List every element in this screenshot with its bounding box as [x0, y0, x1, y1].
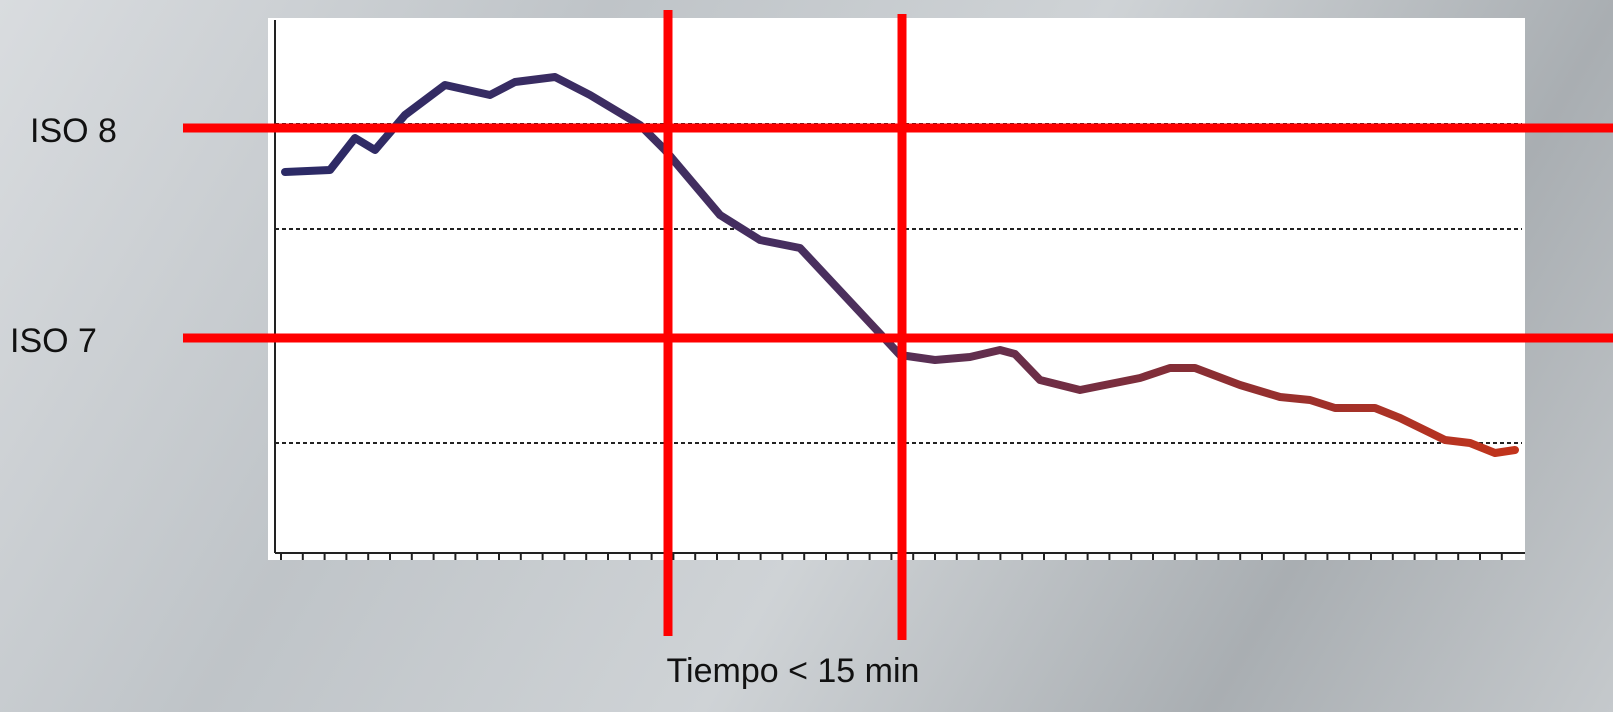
page: ISO 8 ISO 7 Tiempo < 15 min (() => { con… — [0, 0, 1613, 712]
chart-panel — [268, 18, 1525, 560]
iso-8-label: ISO 8 — [30, 112, 117, 151]
iso-7-label: ISO 7 — [10, 322, 97, 361]
chart-graphic — [0, 0, 1613, 712]
x-label: Tiempo < 15 min — [667, 652, 920, 691]
slide: ISO 8 ISO 7 Tiempo < 15 min — [0, 0, 1613, 712]
